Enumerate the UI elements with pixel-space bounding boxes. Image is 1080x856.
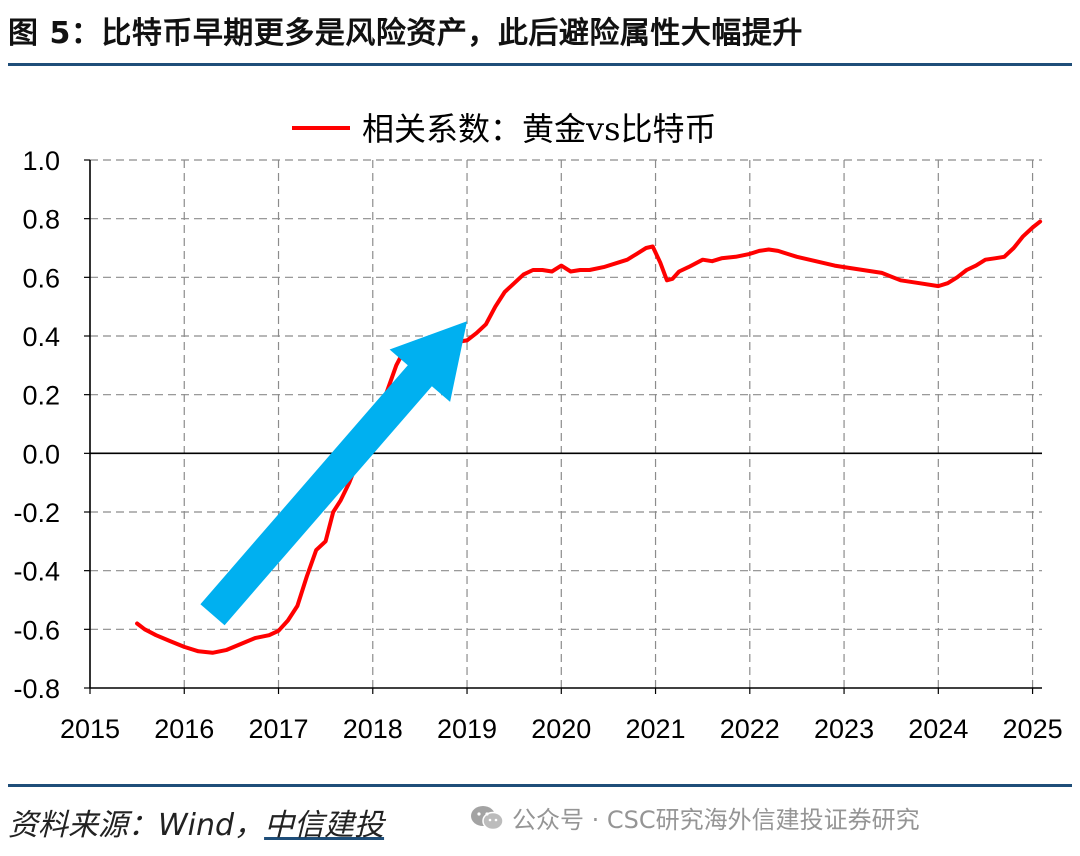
- y-tick-label: 0.4: [22, 322, 60, 352]
- trend-arrow: [200, 321, 467, 626]
- trend-arrow-shape: [200, 321, 467, 626]
- chart-legend: 相关系数：黄金vs比特币: [292, 110, 717, 148]
- y-tick-label: -0.4: [13, 557, 60, 587]
- x-tick-label: 2016: [154, 714, 214, 744]
- y-tick-label: 0.8: [22, 205, 60, 235]
- x-tick-label: 2021: [626, 714, 686, 744]
- x-tick-label: 2025: [1003, 714, 1063, 744]
- x-tick-label: 2020: [531, 714, 591, 744]
- source-note: 资料来源：Wind，中信建投: [8, 800, 384, 844]
- y-tick-label: 1.0: [22, 146, 60, 176]
- y-tick-label: -0.2: [13, 498, 60, 528]
- x-tick-label: 2024: [908, 714, 968, 744]
- wechat-icon: [471, 805, 504, 830]
- wechat-watermark: 公众号 · CSC研究海外信建投证券研究: [470, 800, 920, 835]
- footer-divider: [8, 784, 1072, 787]
- figure-title: 图 5：比特币早期更多是风险资产，此后避险属性大幅提升: [8, 16, 803, 51]
- correlation-line-chart: 相关系数：黄金vs比特币 1.0 0.8 0.6 0.4 0.2 0.0 -0.2 -0.4 -…: [13, 110, 1062, 744]
- x-tick-label: 2018: [343, 714, 403, 744]
- x-tick-label: 2019: [437, 714, 497, 744]
- chart-series: [135, 219, 1043, 655]
- x-tick-label: 2017: [248, 714, 308, 744]
- y-tick-label: -0.8: [13, 674, 60, 704]
- x-tick-label: 2015: [60, 714, 120, 744]
- watermark-text: 公众号 · CSC研究海外信建投证券研究: [512, 806, 920, 834]
- chart-axes: [84, 159, 1042, 694]
- source-label: 资料来源：Wind，: [8, 808, 265, 843]
- y-tick-label: -0.6: [13, 615, 60, 645]
- x-tick-label: 2023: [814, 714, 874, 744]
- x-tick-label: 2022: [720, 714, 780, 744]
- y-tick-label: 0.6: [22, 263, 60, 293]
- y-tick-label: 0.2: [22, 381, 60, 411]
- title-divider: [8, 63, 1072, 66]
- legend-label: 相关系数：黄金vs比特币: [362, 110, 717, 148]
- source-brand: 中信建投: [264, 808, 385, 843]
- y-tick-label: 0.0: [22, 439, 60, 469]
- series-line: [135, 219, 1043, 655]
